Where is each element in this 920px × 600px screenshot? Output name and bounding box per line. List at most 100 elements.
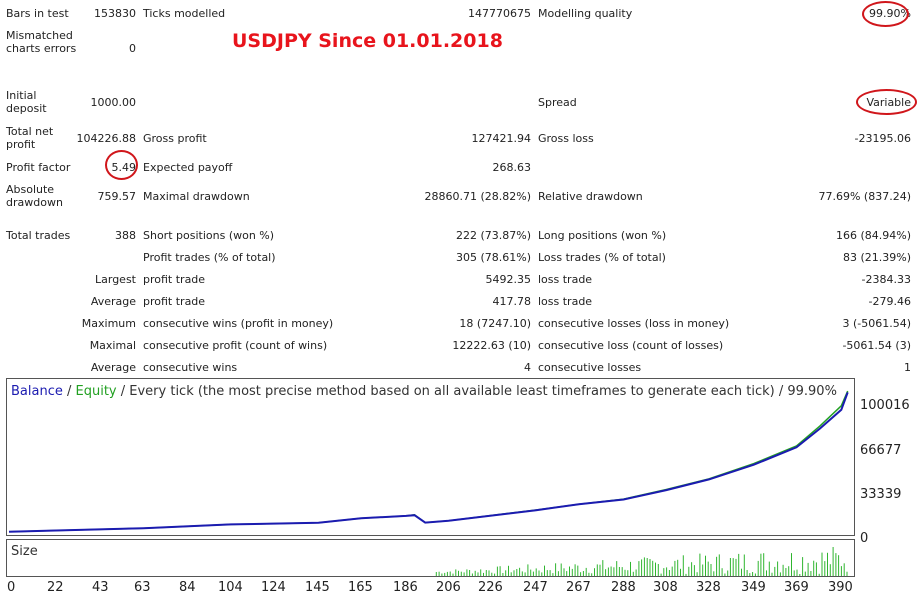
x-tick-label: 0: [7, 580, 16, 595]
size-bar: [605, 569, 607, 576]
size-bar: [843, 563, 845, 576]
size-label: Size: [11, 544, 38, 559]
size-bar: [710, 564, 712, 576]
size-bar: [766, 570, 767, 576]
size-bar: [458, 570, 459, 576]
mismatched-label: Mismatched charts errors: [6, 29, 77, 55]
size-bar: [838, 555, 840, 576]
size-bar: [788, 566, 790, 576]
x-tick-label: 104: [218, 580, 243, 595]
size-bar: [577, 565, 579, 576]
max-consecutive-losses-value: 3 (-5061.54): [842, 317, 911, 330]
balance-plot: [8, 390, 849, 533]
size-bar: [846, 571, 848, 576]
expected-payoff-value: 268.63: [492, 161, 532, 174]
size-bar: [693, 565, 695, 576]
loss-trades-label: Loss trades (% of total): [538, 251, 666, 264]
size-bar: [549, 570, 551, 576]
size-bar: [666, 567, 668, 576]
net-profit-value: 104226.88: [76, 132, 137, 145]
gross-loss-value: -23195.06: [854, 132, 911, 145]
average-profit-value: 417.78: [492, 295, 532, 308]
size-bar: [441, 573, 443, 576]
absolute-drawdown-label: Absolute drawdown: [6, 183, 63, 209]
loss-trades-value: 83 (21.39%): [842, 251, 911, 264]
size-bar: [668, 570, 670, 576]
avg-consecutive-losses-label: consecutive losses: [538, 361, 642, 374]
size-bar: [524, 572, 526, 576]
x-tick-label: 145: [305, 580, 330, 595]
size-bar: [488, 570, 490, 576]
size-bar: [760, 553, 762, 576]
size-bar: [660, 573, 662, 576]
size-bar: [541, 572, 543, 576]
relative-drawdown-label: Relative drawdown: [538, 190, 643, 203]
size-bar: [560, 563, 562, 576]
size-bar: [585, 567, 587, 576]
deposit-value: 1000.00: [90, 96, 137, 109]
mismatched-value: 0: [129, 42, 136, 55]
average-loss-label: loss trade: [538, 295, 593, 308]
size-bar: [530, 569, 532, 576]
size-bar: [460, 571, 462, 576]
size-bar: [538, 570, 540, 576]
size-bar: [496, 566, 498, 576]
x-tick-label: 63: [134, 580, 151, 595]
max-consecutive-wins-value: 18 (7247.10): [459, 317, 531, 330]
size-bar: [807, 562, 809, 576]
size-bar: [799, 574, 801, 576]
size-bar: [824, 561, 826, 576]
x-tick-label: 288: [611, 580, 636, 595]
x-tick-label: 308: [653, 580, 678, 595]
bars-label: Bars in test: [6, 7, 69, 20]
size-bar: [510, 572, 512, 576]
size-bar: [602, 560, 604, 576]
absolute-drawdown-value: 759.57: [97, 190, 137, 203]
total-trades-value: 388: [115, 229, 136, 242]
headline-annotation: USDJPY Since 01.01.2018: [232, 30, 503, 52]
avg-consecutive-wins-label: consecutive wins: [143, 361, 238, 374]
size-bar: [802, 557, 804, 576]
short-positions-label: Short positions (won %): [143, 229, 275, 242]
size-bar: [674, 560, 676, 576]
size-bar: [815, 562, 817, 576]
size-bar: [571, 568, 573, 576]
size-bar: [607, 567, 609, 576]
largest-label: Largest: [95, 273, 136, 286]
size-bar: [446, 571, 448, 576]
size-bar: [707, 561, 709, 576]
maximal-consecutive-loss-value: -5061.54 (3): [842, 339, 911, 352]
size-bar: [721, 568, 723, 576]
maximal-drawdown-value: 28860.71 (28.82%): [424, 190, 531, 203]
size-bar: [774, 566, 776, 576]
size-bar: [544, 565, 545, 576]
chart-legend: Balance / Equity / Every tick (the most …: [11, 384, 837, 399]
size-bar: [624, 569, 626, 576]
avg-consecutive-wins-value: 4: [524, 361, 531, 374]
y-tick-label: 0: [860, 531, 869, 546]
quality-label: Modelling quality: [538, 7, 633, 20]
size-bar: [657, 564, 659, 576]
spread-label: Spread: [538, 96, 577, 109]
size-bar: [649, 559, 651, 576]
size-bar: [705, 555, 706, 576]
size-bar: [752, 572, 754, 576]
size-bar: [785, 568, 787, 576]
balance-chart: Balance / Equity / Every tick (the most …: [6, 378, 855, 536]
size-bar: [835, 553, 837, 576]
gross-profit-label: Gross profit: [143, 132, 207, 145]
average-profit-label: profit trade: [143, 295, 206, 308]
average-loss-value: -279.46: [868, 295, 911, 308]
size-bar: [646, 558, 648, 576]
size-bar: [477, 572, 479, 576]
size-bar: [757, 560, 759, 576]
size-bar: [732, 558, 734, 576]
quality-highlight-circle: [862, 1, 909, 27]
size-bar: [471, 573, 473, 576]
ticks-label: Ticks modelled: [143, 7, 226, 20]
size-bar: [499, 566, 501, 576]
size-bar: [746, 570, 748, 576]
maximal-consecutive-profit-label: consecutive profit (count of wins): [143, 339, 328, 352]
legend-equity: Equity: [75, 384, 117, 399]
size-bar: [738, 553, 740, 576]
